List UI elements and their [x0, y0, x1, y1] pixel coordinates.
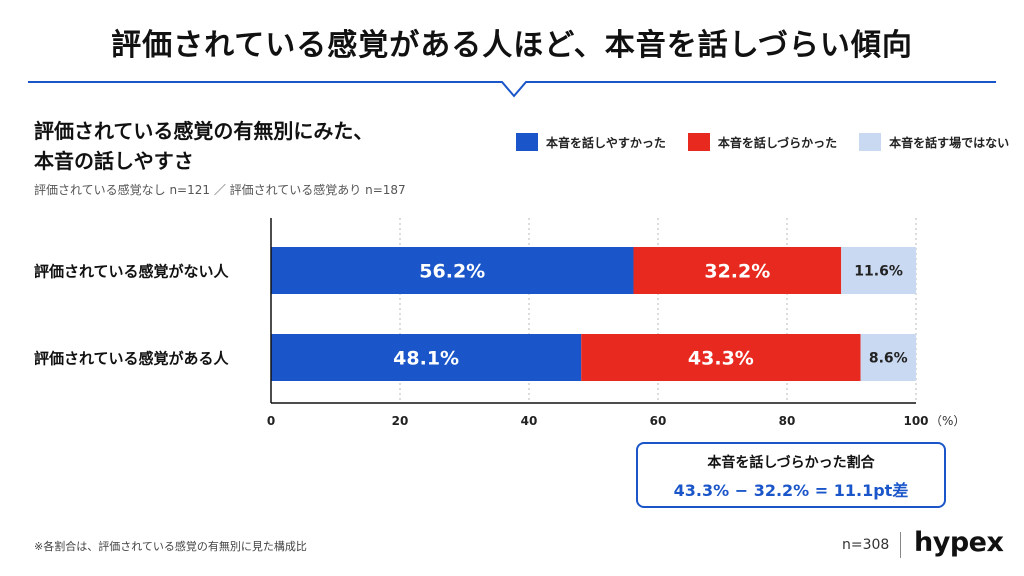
bar-segment [271, 247, 634, 294]
bar-segment [633, 247, 842, 294]
x-tick-label: 40 [521, 414, 538, 428]
chart-title-line-2: 本音の話しやすさ [34, 149, 194, 173]
category-label: 評価されている感覚がある人 [34, 350, 230, 368]
title-divider [28, 81, 996, 98]
data-label: 11.6% [854, 264, 903, 280]
bar-segment [581, 334, 861, 381]
sample-size: n=308 [842, 537, 890, 553]
x-tick-label: 100 [903, 414, 928, 428]
x-tick-label: 60 [650, 414, 667, 428]
legend-label-easy: 本音を話しやすかった [546, 135, 666, 150]
bar-segment [860, 334, 916, 381]
difference-formula: 43.3% − 32.2% = 11.1pt差 [673, 481, 909, 500]
x-unit-label: （%） [930, 414, 965, 428]
legend-item-no-place: 本音を話す場ではない [859, 133, 1009, 151]
legend-swatch-no-place [859, 133, 882, 151]
x-tick-label: 80 [779, 414, 796, 428]
chart-title: 評価されている感覚の有無別にみた、 本音の話しやすさ [34, 116, 373, 176]
legend-item-hard: 本音を話しづらかった [687, 133, 838, 151]
chart-svg: 56.2% 32.2% 11.6% 評価されている感覚がない人 48.1% 43.3% 8.… [34, 218, 965, 428]
brand-logo: hypex [914, 527, 1004, 558]
bar-segment [841, 247, 916, 294]
data-label: 43.3% [688, 348, 754, 370]
stacked-bar-chart: 56.2% 32.2% 11.6% 評価されている感覚がない人 48.1% 43.3% 8.… [0, 210, 1024, 440]
legend-swatch-hard [687, 133, 710, 151]
main-title: 評価されている感覚がある人ほど、本音を話しづらい傾向 [111, 28, 913, 63]
chart-legend: 本音を話しやすかった 本音を話しづらかった 本音を話す場ではない [516, 133, 1009, 151]
x-tick-label: 0 [267, 414, 275, 428]
data-label: 8.6% [869, 351, 908, 367]
data-label: 32.2% [704, 261, 770, 283]
bar-segment [271, 334, 582, 381]
data-label: 56.2% [419, 261, 485, 283]
difference-callout: 本音を話しづらかった割合 43.3% − 32.2% = 11.1pt差 [636, 442, 946, 508]
chart-title-line-1: 評価されている感覚の有無別にみた、 [34, 119, 374, 143]
legend-label-no-place: 本音を話す場ではない [889, 135, 1010, 150]
category-label: 評価されている感覚がない人 [34, 263, 230, 281]
difference-title: 本音を話しづらかった割合 [707, 455, 875, 471]
data-label: 48.1% [393, 348, 459, 370]
x-tick-label: 20 [392, 414, 409, 428]
brand-divider [900, 532, 901, 558]
legend-swatch-easy [516, 133, 538, 151]
footnote: ※各割合は、評価されている感覚の有無別に見た構成比 [34, 540, 307, 553]
legend-label-hard: 本音を話しづらかった [717, 135, 838, 150]
chart-subtitle: 評価されている感覚なし n=121 ／ 評価されている感覚あり n=187 [34, 183, 406, 197]
legend-item-easy: 本音を話しやすかった [516, 133, 666, 151]
